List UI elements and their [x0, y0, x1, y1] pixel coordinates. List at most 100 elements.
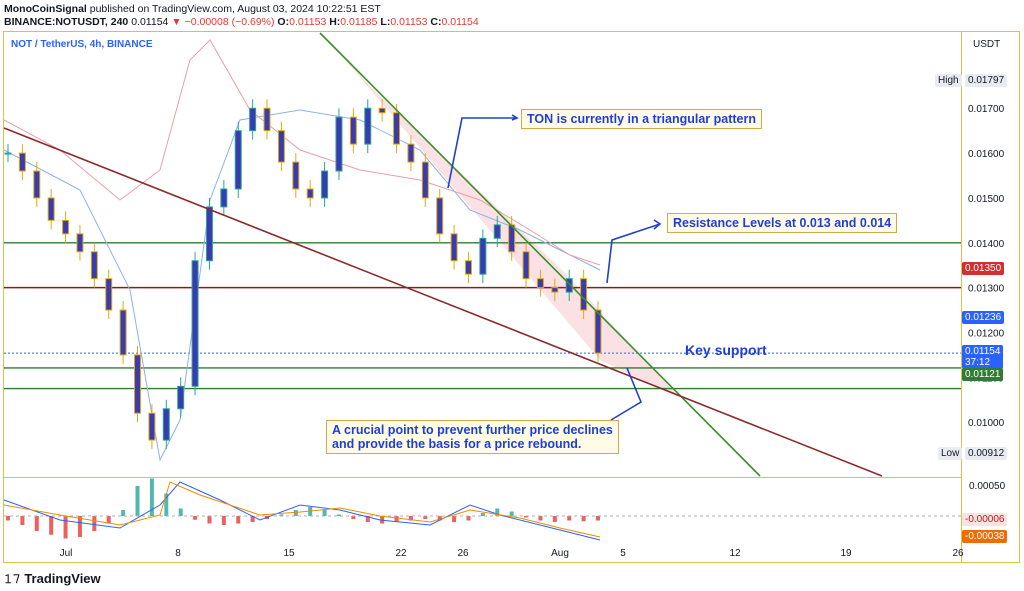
- resistance-callout[interactable]: Resistance Levels at 0.013 and 0.014: [667, 213, 898, 233]
- x-tick-label: 8: [175, 548, 181, 559]
- author-name[interactable]: MonoCoinSignal: [4, 3, 87, 15]
- low-label-tag: Low: [938, 447, 963, 460]
- candle-body: [263, 107, 271, 132]
- candle-body: [234, 130, 242, 190]
- oscillator-bar: [437, 516, 442, 521]
- y-tick-label: 0.01600: [968, 149, 1005, 160]
- oscillator-bar: [452, 516, 457, 522]
- oscillator-bar: [221, 516, 226, 525]
- candle-body: [205, 206, 213, 262]
- lower-band: [3, 109, 601, 462]
- low-value: 0.01153: [390, 16, 428, 28]
- x-tick-label: 22: [395, 548, 407, 559]
- last-price-tag: 0.01154 37:12: [962, 345, 1004, 369]
- crucial-line-2: and provide the basis for a price reboun…: [332, 437, 582, 451]
- pane-separator[interactable]: [3, 477, 962, 478]
- high-value-tag: 0.01797: [965, 74, 1008, 87]
- candle-body: [321, 170, 329, 199]
- oscillator-bar: [77, 516, 82, 537]
- symbol-ohlc-line: BINANCE:NOTUSDT, 240 0.01154 ▼ −0.00008 …: [4, 16, 479, 28]
- candle-body: [479, 237, 487, 275]
- arrow-resistance: [606, 223, 661, 284]
- crucial-point-callout[interactable]: A crucial point to prevent further price…: [326, 420, 619, 454]
- oscillator-bar: [509, 511, 514, 516]
- y-tick-label: 0.01000: [968, 418, 1005, 429]
- oscillator-bar: [308, 507, 313, 516]
- oscillator-bar: [423, 516, 428, 519]
- y-tick-label: 0.01200: [968, 328, 1005, 339]
- candle-body: [349, 116, 357, 145]
- chart-frame[interactable]: [3, 31, 962, 563]
- x-tick-label: 12: [729, 548, 741, 559]
- candle-body: [292, 161, 300, 190]
- candle-body: [162, 408, 170, 441]
- high-value: 0.01185: [340, 16, 378, 28]
- high-label-tag: High: [935, 74, 962, 87]
- candle-body: [393, 112, 401, 145]
- low-value-tag: 0.00912: [965, 447, 1008, 460]
- last-price-value: 0.01154: [965, 346, 1001, 357]
- oscillator-bar: [524, 516, 529, 518]
- candle-body: [148, 412, 156, 441]
- candle-body: [551, 287, 559, 293]
- candle-body: [407, 143, 415, 163]
- oscillator-bar: [149, 478, 154, 516]
- candle-body: [493, 224, 501, 239]
- oscillator-bar: [293, 510, 298, 516]
- chart-symbol-label[interactable]: NOT / TetherUS, 4h, BINANCE: [11, 39, 153, 50]
- oscillator-bar: [49, 516, 54, 535]
- key-support-label[interactable]: Key support: [685, 342, 767, 358]
- x-tick-label: 26: [952, 548, 964, 559]
- oscillator-bar: [250, 516, 255, 522]
- candle-body: [580, 278, 588, 311]
- arrow-triangle: [447, 117, 517, 189]
- tradingview-logo[interactable]: 𝟷𝟽 TradingView: [4, 571, 101, 586]
- arrowhead-resistance: [653, 219, 662, 230]
- y-tick-label: 0.01700: [968, 104, 1005, 115]
- candle-body: [464, 260, 472, 275]
- candle-body: [4, 152, 12, 155]
- oscillator-tag-1: -0.00006: [962, 513, 1008, 526]
- open-label: O:: [274, 16, 290, 28]
- candle-body: [594, 309, 602, 354]
- close-label: C:: [427, 16, 442, 28]
- oscillator-bar: [596, 516, 600, 521]
- oscillator-bar: [394, 516, 399, 522]
- logo-text: TradingView: [24, 571, 101, 586]
- candle-body: [536, 278, 544, 289]
- candle-body: [18, 152, 26, 172]
- x-tick-label: 5: [620, 548, 626, 559]
- triangle-callout[interactable]: TON is currently in a triangular pattern: [521, 109, 762, 129]
- high-label: H:: [326, 16, 341, 28]
- symbol-name: BINANCE:NOTUSDT, 240: [4, 16, 129, 28]
- y-tick-label: 0.01400: [968, 239, 1005, 250]
- oscillator-bar: [581, 516, 586, 522]
- oscillator-bar: [279, 514, 284, 516]
- arrowhead-triangle: [511, 114, 519, 121]
- price-change: ▼ −0.00008 (−0.69%): [171, 16, 275, 28]
- blue-price-tag: 0.01236: [962, 311, 1005, 324]
- oscillator-bar: [20, 516, 25, 525]
- y-tick-label: 0.01300: [968, 284, 1005, 295]
- candle-body: [364, 107, 372, 145]
- candle-body: [177, 385, 185, 410]
- oscillator-bar: [567, 516, 572, 521]
- candle-body: [134, 354, 142, 414]
- candle-body: [277, 130, 285, 163]
- candle-body: [450, 233, 458, 262]
- resistance-price-tag: 0.01350: [962, 262, 1005, 275]
- oscillator-bar: [236, 516, 241, 524]
- price-axis[interactable]: [962, 31, 1020, 563]
- candle-body: [47, 197, 55, 221]
- last-price: 0.01154: [128, 16, 172, 28]
- oscillator-bar: [538, 516, 543, 521]
- candle-body: [249, 107, 257, 132]
- oscillator-bar: [207, 516, 212, 524]
- candle-body: [105, 278, 113, 311]
- candle-body: [522, 251, 530, 280]
- open-value: 0.01153: [289, 16, 327, 28]
- oscillator-bar: [92, 516, 97, 531]
- y-tick-label: 0.01500: [968, 194, 1005, 205]
- oscillator-signal-line: [3, 481, 601, 541]
